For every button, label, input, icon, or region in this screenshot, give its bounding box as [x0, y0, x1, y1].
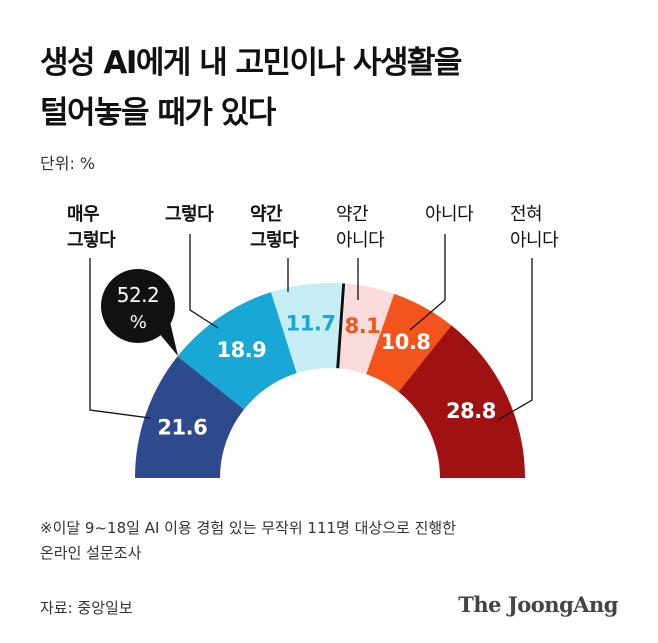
- value-label-not-at-all: 28.8: [446, 399, 496, 423]
- unit-label: 단위: %: [40, 154, 96, 173]
- value-label-slightly-no: 8.1: [345, 314, 381, 338]
- category-label-very-yes-line-1: 매우: [67, 204, 99, 225]
- title-line-2: 털어놓을 때가 있다: [40, 95, 276, 131]
- slice-very-yes: [135, 356, 245, 478]
- slice-no: [366, 293, 452, 392]
- category-label-slightly-yes-line-2: 그렇다: [250, 230, 299, 251]
- category-label-no-line-1: 아니다: [425, 204, 474, 225]
- category-label-very-yes-line-2: 그렇다: [67, 230, 116, 251]
- leader-line-very-yes: [89, 258, 151, 419]
- slice-slightly-no: [339, 283, 395, 375]
- slice-slightly-yes: [271, 282, 342, 374]
- category-label-not-at-all-line-2: 아니다: [510, 230, 559, 251]
- brand-logo: The JoongAng: [458, 592, 618, 617]
- chart-title: 생성 AI에게 내 고민이나 사생활을 털어놓을 때가 있다: [40, 38, 640, 138]
- value-label-no: 10.8: [381, 330, 431, 354]
- category-label-slightly-no-line-2: 아니다: [336, 230, 385, 251]
- source-label: 자료: 중앙일보: [40, 599, 133, 617]
- value-label-yes: 18.9: [216, 338, 266, 362]
- value-label-very-yes: 21.6: [157, 415, 207, 439]
- note-line-1: ※이달 9~18일 AI 이용 경험 있는 무작위 111명 대상으로 진행한: [40, 519, 456, 537]
- category-label-slightly-no-line-1: 약간: [336, 204, 368, 225]
- slice-not-at-all: [398, 325, 525, 478]
- category-label-slightly-yes-line-1: 약간: [250, 203, 283, 225]
- note-line-2: 온라인 설문조사: [40, 544, 142, 562]
- leader-line-no: [409, 234, 446, 331]
- slice-yes: [177, 292, 297, 410]
- value-label-slightly-yes: 11.7: [286, 312, 336, 336]
- split-divider: [336, 283, 346, 369]
- callout-bubble: [101, 269, 175, 343]
- category-label-not-at-all-line-1: 전혀: [510, 204, 542, 225]
- title-line-1: 생성 AI에게 내 고민이나 사생활을: [40, 45, 462, 81]
- category-label-yes-line-1: 그렇다: [165, 204, 214, 225]
- leader-line-not-at-all: [497, 258, 533, 421]
- survey-note: ※이달 9~18일 AI 이용 경험 있는 무작위 111명 대상으로 진행한 …: [40, 516, 620, 566]
- callout-text-line-1: 52.2: [117, 283, 160, 307]
- callout-text-line-2: %: [130, 312, 147, 333]
- leader-line-yes: [189, 234, 219, 329]
